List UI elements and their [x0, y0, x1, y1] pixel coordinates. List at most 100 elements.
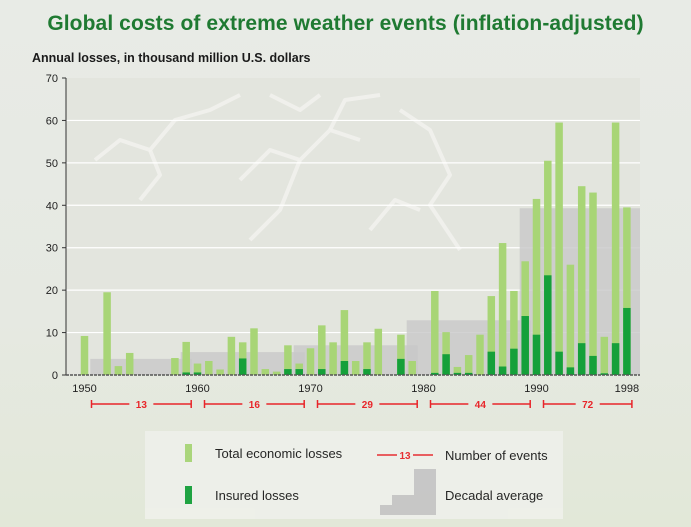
x-tick-label: 1990	[524, 383, 548, 395]
insured-loss-bar-1984	[464, 372, 473, 375]
total-loss-bar-1988	[510, 290, 518, 375]
legend-label-total: Total economic losses	[215, 446, 343, 461]
legend-events-number: 13	[399, 451, 411, 462]
legend-events-sample: 13	[377, 451, 433, 462]
total-loss-bar-1966	[261, 369, 270, 375]
insured-loss-bar-1983	[453, 372, 462, 375]
axes	[65, 78, 640, 376]
y-tick-label: 70	[46, 73, 58, 85]
chart-title: Global costs of extreme weather events (…	[47, 12, 644, 35]
insured-loss-bar-1981	[431, 372, 439, 375]
total-loss-bar-1978	[397, 334, 405, 375]
total-loss-bar-1952	[103, 292, 111, 375]
event-count-label: 72	[582, 400, 594, 411]
legend-label-insured: Insured losses	[215, 488, 299, 503]
insured-loss-bar-1971	[318, 369, 326, 375]
y-tick-label: 20	[46, 285, 58, 297]
insured-loss-bar-1987	[498, 366, 507, 375]
total-loss-bar-1990	[532, 198, 541, 375]
total-loss-bar-1961	[205, 360, 213, 375]
insured-loss-bar-1986	[487, 351, 496, 375]
total-loss-bar-1954	[125, 352, 134, 375]
total-loss-bar-1973	[340, 310, 349, 375]
y-axis-label: Annual losses, in thousand million U.S. …	[32, 51, 311, 65]
x-tick-label: 1950	[72, 383, 96, 395]
insured-loss-bar-1991	[544, 275, 552, 375]
total-loss-bar-1968	[284, 345, 292, 375]
total-loss-bar-1992	[555, 122, 563, 375]
total-loss-bar-1996	[600, 336, 609, 375]
y-tick-label: 0	[52, 370, 58, 382]
lightning-stroke	[368, 198, 421, 232]
legend: Total economic losses Insured losses 13 …	[145, 431, 563, 519]
insured-loss-bar-1996	[600, 373, 609, 375]
total-loss-bar-1958	[171, 358, 179, 375]
insured-loss-bar-1959	[182, 372, 190, 375]
insured-loss-bar-1993	[566, 367, 575, 375]
event-count-label: 16	[249, 400, 261, 411]
insured-loss-bar-1964	[238, 358, 247, 375]
total-loss-bar-1984	[464, 355, 473, 375]
total-loss-bar-1985	[476, 334, 484, 375]
legend-label-decadal: Decadal average	[445, 488, 544, 503]
x-tick-label: 1998	[615, 383, 639, 395]
y-tick-labels: 0 10 20 30 40 50 60 70	[46, 73, 66, 382]
total-loss-bar-1998	[623, 207, 631, 375]
total-loss-bar-1963	[227, 336, 236, 375]
legend-swatch-insured	[185, 486, 192, 504]
total-loss-bar-1967	[272, 371, 281, 375]
total-loss-bar-1960	[193, 363, 202, 375]
total-loss-bar-1997	[611, 122, 620, 375]
insured-loss-bar-1978	[397, 358, 405, 375]
total-loss-bar-1974	[351, 360, 360, 375]
lightning-stroke	[398, 108, 462, 252]
insured-loss-bar-1998	[623, 307, 631, 375]
total-loss-bar-1962	[216, 369, 224, 375]
legend-decadal-sample	[380, 469, 436, 515]
total-loss-bar-1983	[453, 366, 462, 375]
lightning-stroke	[93, 93, 241, 162]
total-loss-bar-1953	[114, 366, 123, 375]
x-tick-label: 1970	[298, 383, 322, 395]
y-tick-label: 50	[46, 158, 58, 170]
y-tick-label: 10	[46, 328, 58, 340]
x-tick-label: 1960	[185, 383, 209, 395]
total-loss-bar-1986	[487, 296, 496, 375]
total-loss-bar-1991	[544, 160, 552, 375]
y-tick-label: 40	[46, 200, 58, 212]
total-loss-bar-1981	[431, 290, 439, 375]
total-loss-bar-1995	[589, 192, 597, 375]
lightning-background	[93, 93, 462, 252]
insured-loss-bar-1994	[577, 343, 586, 375]
insured-loss-bar-1968	[284, 369, 292, 375]
lightning-stroke	[138, 149, 162, 202]
insured-loss-bar-1992	[555, 351, 563, 375]
insured-loss-bar-1969	[295, 369, 303, 375]
insured-loss-bar-1960	[193, 372, 202, 375]
insured-loss-bar-1982	[442, 354, 450, 375]
total-loss-bar-1970	[306, 348, 315, 375]
total-loss-bar-1971	[318, 325, 326, 375]
total-loss-bar-1959	[182, 341, 190, 375]
insured-loss-bar-1997	[611, 343, 620, 375]
total-loss-bar-1950	[80, 335, 89, 375]
insured-loss-bars	[182, 275, 631, 375]
y-tick-label: 30	[46, 243, 58, 255]
x-tick-labels: 1950 1960 1970 1980 1990 1998	[72, 383, 639, 395]
event-count-label: 29	[362, 400, 374, 411]
total-loss-bar-1975	[363, 342, 371, 375]
total-loss-bar-1987	[498, 243, 507, 375]
insured-loss-bar-1973	[340, 360, 349, 375]
insured-loss-bar-1975	[363, 369, 371, 375]
event-count-label: 44	[475, 400, 487, 411]
insured-loss-bar-1995	[589, 355, 597, 375]
legend-swatch-total	[185, 444, 192, 462]
total-loss-bar-1994	[577, 186, 586, 375]
event-count-label: 13	[136, 400, 148, 411]
total-loss-bar-1982	[442, 332, 450, 375]
total-loss-bar-1979	[408, 360, 416, 375]
insured-loss-bar-1989	[521, 316, 529, 375]
event-count-brackets: 13 16 29 44 72	[90, 400, 633, 411]
x-tick-label: 1980	[411, 383, 435, 395]
